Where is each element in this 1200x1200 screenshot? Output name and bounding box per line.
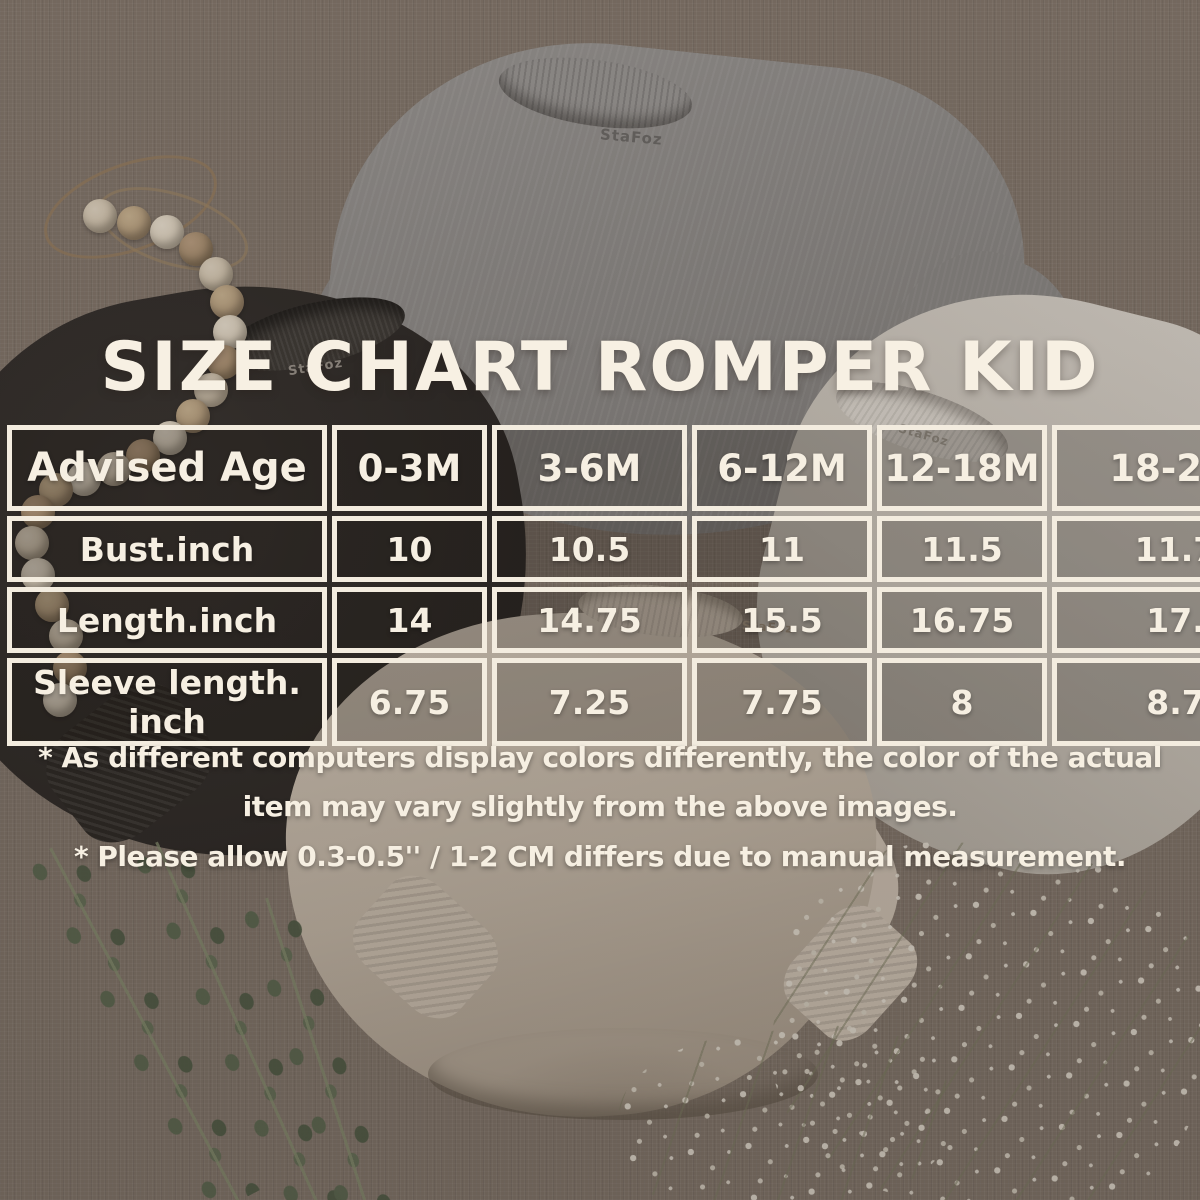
wooden-bead [21,495,55,529]
footnotes: * As different computers display colors … [0,736,1200,884]
length-value: 17.5 [1052,587,1200,653]
table-header-row: Advised Age 0-3M 3-6M 6-12M 12-18M 18-24… [7,425,1200,511]
wooden-bead [43,683,77,717]
wooden-bead [150,215,184,249]
column-header-12-18m: 12-18M [877,425,1047,511]
column-header-18-24m: 18-24M [1052,425,1200,511]
table-row-bust: Bust.inch 10 10.5 11 11.5 11.75 [7,516,1200,582]
page-title: SIZE CHART ROMPER KID [100,328,1100,407]
bust-value: 10.5 [492,516,687,582]
table-row-length: Length.inch 14 14.75 15.5 16.75 17.5 [7,587,1200,653]
wooden-bead [83,199,117,233]
wooden-bead [35,588,69,622]
length-value: 14.75 [492,587,687,653]
length-value: 14 [332,587,487,653]
wooden-bead [53,651,87,685]
wooden-bead [15,526,49,560]
measurement-disclaimer: * Please allow 0.3-0.5'' / 1-2 CM differ… [74,839,1126,873]
length-value: 15.5 [692,587,872,653]
color-disclaimer-line-1: * As different computers display colors … [38,741,1162,774]
wooden-bead [126,439,160,473]
column-header-6-12m: 6-12M [692,425,872,511]
column-header-3-6m: 3-6M [492,425,687,511]
length-value: 16.75 [877,587,1047,653]
row-label-length: Length.inch [7,587,327,653]
row-label-sleeve: Sleeve length. inch [7,658,327,746]
bust-value: 11 [692,516,872,582]
column-header-advised-age: Advised Age [7,425,327,511]
row-label-bust: Bust.inch [7,516,327,582]
sleeve-value: 8.75 [1052,658,1200,746]
wooden-bead [210,285,244,319]
color-disclaimer-line-2: item may vary slightly from the above im… [242,790,958,824]
wooden-bead [21,558,55,592]
column-header-0-3m: 0-3M [332,425,487,511]
wooden-bead [117,206,151,240]
wooden-bead [49,619,83,653]
bust-value: 11.5 [877,516,1047,582]
size-chart-table: Advised Age 0-3M 3-6M 6-12M 12-18M 18-24… [2,420,1200,751]
bust-value: 11.75 [1052,516,1200,582]
wooden-bead [213,315,247,349]
sleeve-value: 7.75 [692,658,872,746]
sleeve-value: 6.75 [332,658,487,746]
bust-value: 10 [332,516,487,582]
table-row-sleeve: Sleeve length. inch 6.75 7.25 7.75 8 8.7… [7,658,1200,746]
wooden-bead [97,452,131,486]
sleeve-value: 7.25 [492,658,687,746]
sleeve-value: 8 [877,658,1047,746]
